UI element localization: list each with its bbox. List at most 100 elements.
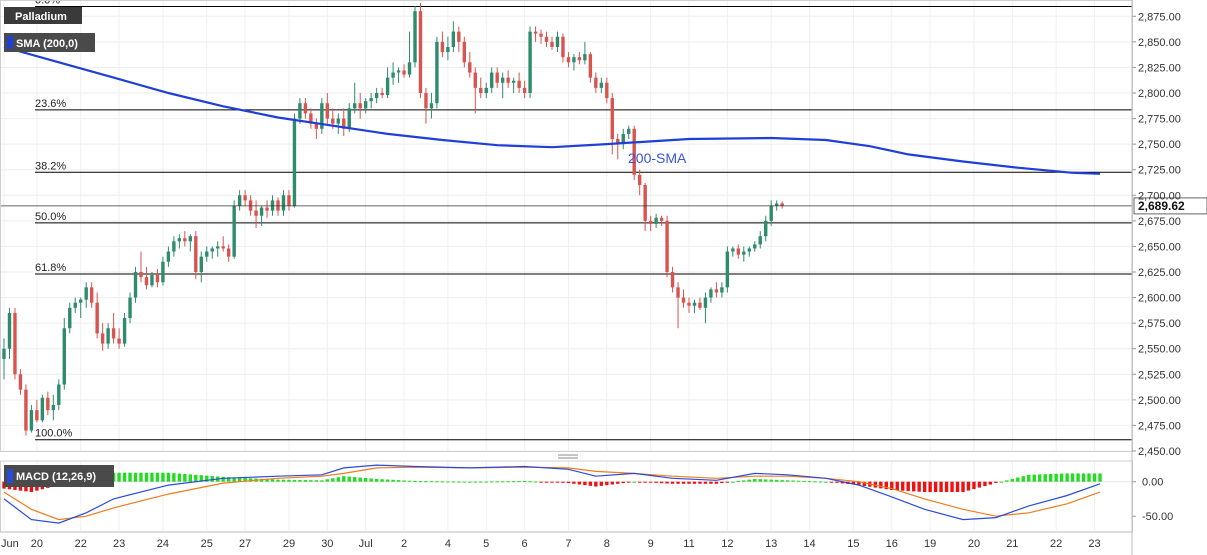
candle-body [605,82,609,99]
macd-histogram-bar [484,481,488,483]
candle-body [73,302,77,308]
macd-histogram-bar [862,481,867,486]
macd-histogram-bar [1048,474,1053,482]
macd-histogram-bar [336,477,340,482]
macd-histogram-bar [950,481,954,493]
candle-body [243,195,247,201]
y-tick-label: 2,675.00 [1138,216,1181,228]
x-tick-label: 14 [803,538,815,550]
macd-histogram-bar [511,481,516,483]
macd-histogram-bar [457,481,461,483]
macd-histogram-bar [243,477,247,482]
macd-histogram-bar [780,480,784,482]
macd-histogram-bar [500,481,505,483]
macd-histogram-bar [270,479,275,482]
candle-body [287,195,291,206]
candle-body [18,374,23,390]
x-tick-label: 6 [522,538,528,550]
candle-body [632,128,636,175]
chart-title: Palladium [15,11,67,23]
macd-histogram-bar [747,479,751,482]
candle-body [13,312,17,375]
candle-body [402,70,406,75]
macd-histogram-bar [1021,476,1025,482]
candle-body [155,275,160,283]
macd-histogram-bar [468,481,472,483]
macd-histogram-bar [643,481,647,483]
macd-histogram-bar [210,476,214,482]
macd-histogram-bar [451,481,456,483]
macd-histogram-bar [276,479,280,482]
candle-body [561,36,565,58]
candle-body [177,238,182,242]
candle-body [391,72,395,78]
macd-histogram-bar [933,481,938,493]
candle-body [62,328,66,385]
candle-body [539,33,543,37]
macd-histogram-bar [851,481,856,485]
macd-y-tick-label: -50.00 [1142,511,1173,523]
macd-histogram-bar [1081,473,1086,482]
candle-body [500,77,505,83]
macd-histogram-bar [988,481,993,485]
macd-histogram-bar [172,473,176,482]
macd-histogram-bar [698,481,702,484]
macd-histogram-bar [605,481,609,486]
y-tick-label: 2,625.00 [1138,267,1181,279]
last-price-tag [1133,197,1207,215]
x-tick-label: 30 [321,538,333,550]
macd-histogram-bar [928,481,932,493]
macd-histogram-bar [517,481,521,483]
x-tick-label: 7 [565,538,571,550]
macd-histogram-bar [813,481,817,483]
candle-body [106,328,110,344]
candle-body [237,195,242,206]
candle-body [511,80,516,83]
candle-body [714,289,719,293]
candle-body [133,271,138,298]
candle-body [254,210,258,216]
candle-body [462,41,467,63]
fib-level-label: 61.8% [35,262,66,274]
macd-histogram-bar [670,481,675,484]
candle-body [457,31,461,42]
macd-histogram-bar [791,480,795,482]
candle-body [594,77,598,88]
macd-histogram-bar [188,474,193,482]
macd-histogram-bar [610,481,614,485]
macd-histogram-bar [840,481,845,484]
macd-histogram-bar [183,473,187,482]
candle-body [100,333,105,344]
macd-histogram-bar [659,481,664,484]
candle-body [418,11,423,93]
y-tick-label: 2,825.00 [1138,62,1181,74]
macd-histogram-bar [632,481,636,483]
macd-histogram-bar [555,481,560,483]
macd-histogram-bar [150,472,154,482]
candle-body [183,238,187,242]
fib-level-label: 0.0% [35,0,60,7]
macd-line [3,464,1101,524]
macd-histogram-bar [363,478,368,482]
macd-histogram-bar [221,476,225,482]
macd-histogram-bar [621,481,625,484]
x-tick-label: 27 [239,538,251,550]
macd-histogram-bar [144,472,149,482]
macd-histogram-bar [232,477,236,482]
macd-histogram-bar [353,477,357,482]
candle-body [774,203,779,206]
macd-histogram-bar [440,481,445,483]
x-tick-label: Jul [359,538,373,550]
fib-level-label: 100.0% [35,428,73,440]
y-tick-label: 2,525.00 [1138,369,1181,381]
macd-histogram-bar [122,472,127,482]
candle-body [407,62,412,75]
macd-histogram-bar [1098,473,1102,482]
macd-histogram-bar [955,481,960,493]
macd-histogram-bar [753,478,757,482]
macd-histogram-bar [418,481,423,483]
candle-body [265,207,269,211]
candle-body [533,31,538,34]
macd-histogram-bar [331,478,335,482]
candle-body [528,31,532,93]
